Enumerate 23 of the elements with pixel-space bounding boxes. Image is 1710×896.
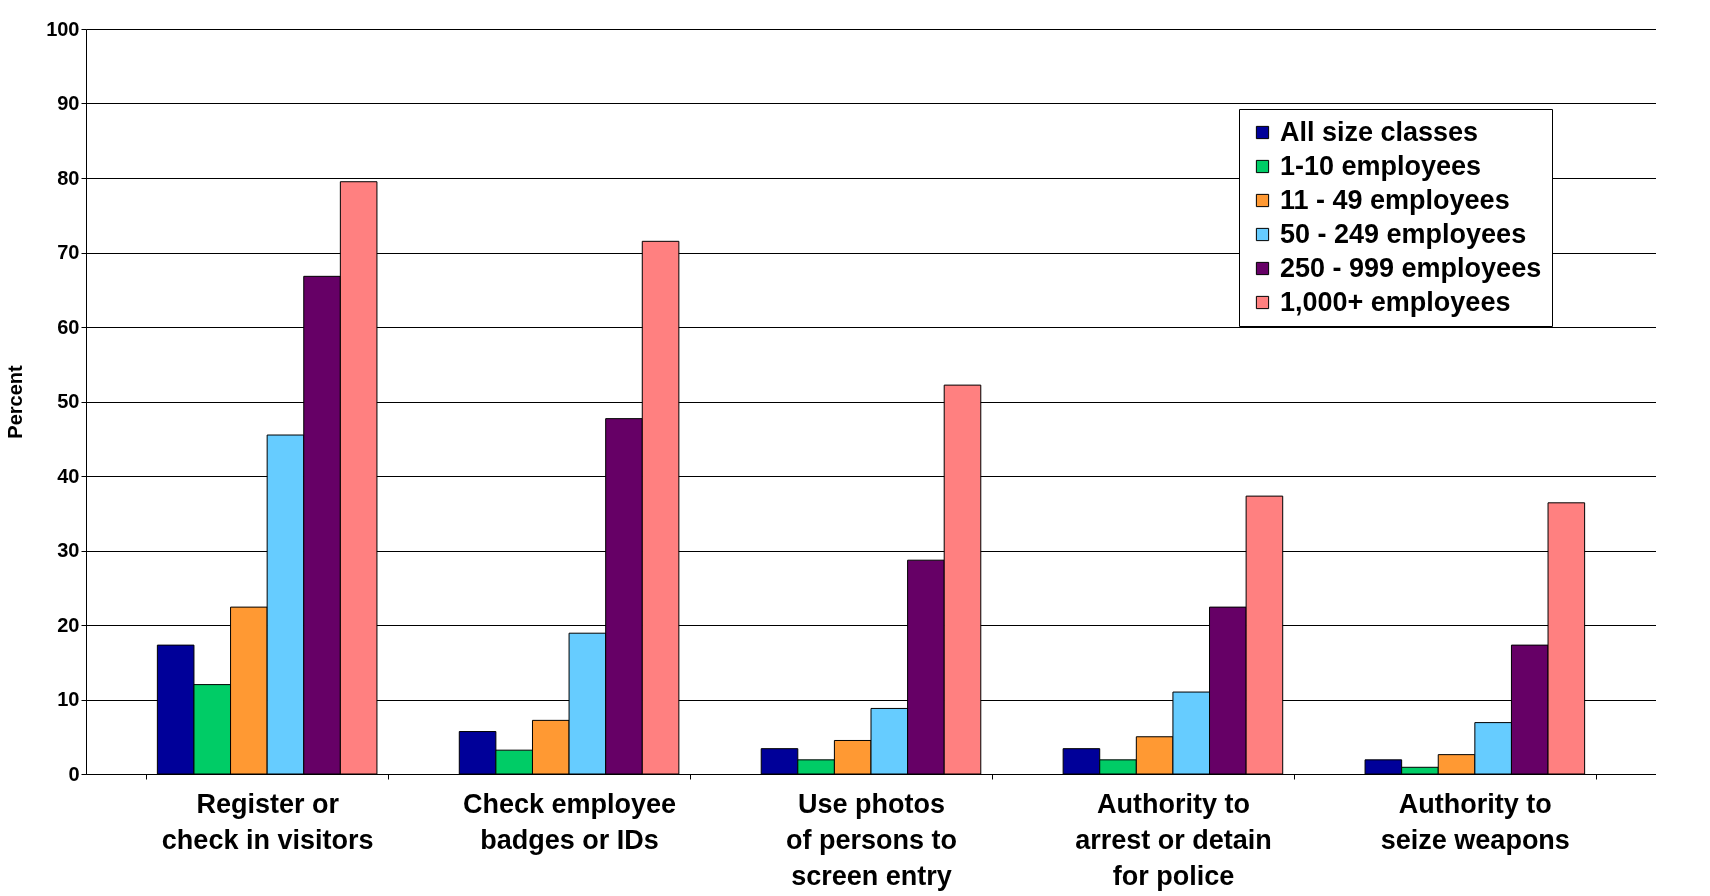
legend-label: 50 - 249 employees (1280, 218, 1527, 249)
legend-label: All size classes (1280, 116, 1479, 147)
y-tick-label: 0 (68, 762, 80, 785)
y-tick-label: 40 (57, 464, 80, 487)
y-tick-label: 20 (57, 613, 80, 636)
legend-label: 250 - 999 employees (1280, 252, 1542, 283)
y-tick-label: 10 (57, 688, 80, 710)
y-tick-label: 80 (57, 166, 80, 189)
y-tick-label: 60 (57, 315, 80, 338)
x-tick-label: Register or check in visitors (161, 788, 374, 855)
x-tick-label: Authority to arrest or detain for police (1075, 788, 1272, 891)
legend-label: 1-10 employees (1280, 150, 1482, 181)
x-tick-label: Use photos of persons to screen entry (785, 788, 958, 891)
y-tick-label: 30 (57, 539, 80, 561)
y-tick-label: 50 (57, 390, 80, 412)
y-tick-label: 70 (57, 241, 80, 263)
x-tick-label: Check employee badges or IDs (463, 788, 677, 855)
y-tick-label: 90 (57, 92, 80, 114)
x-tick-label: Authority to seize weapons (1380, 788, 1570, 855)
y-axis-title: Percent (4, 364, 27, 439)
y-tick-label: 100 (46, 17, 80, 40)
legend-label: 1,000+ employees (1280, 286, 1511, 317)
legend-label: 11 - 49 employees (1280, 184, 1510, 215)
